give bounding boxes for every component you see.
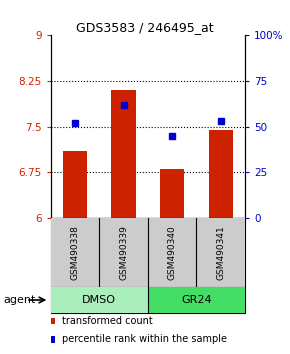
Bar [197, 218, 245, 287]
Text: agent: agent [3, 295, 35, 305]
Bar [63, 151, 87, 218]
Text: GDS3583 / 246495_at: GDS3583 / 246495_at [76, 21, 214, 34]
Text: GSM490338: GSM490338 [70, 225, 79, 280]
Bar [51, 287, 148, 313]
Bar [51, 218, 99, 287]
Text: DMSO: DMSO [82, 295, 116, 305]
Bar [209, 130, 233, 218]
Text: GR24: GR24 [181, 295, 212, 305]
Bar [99, 218, 148, 287]
Text: transformed count: transformed count [62, 316, 153, 326]
Bar [148, 218, 196, 287]
Bar [160, 169, 184, 218]
Bar [51, 336, 55, 343]
Bar [51, 318, 55, 324]
Bar [111, 90, 136, 218]
Text: GSM490341: GSM490341 [216, 225, 225, 280]
Text: GSM490339: GSM490339 [119, 225, 128, 280]
Text: GSM490340: GSM490340 [168, 225, 177, 280]
Text: percentile rank within the sample: percentile rank within the sample [62, 335, 227, 344]
Bar [148, 287, 245, 313]
